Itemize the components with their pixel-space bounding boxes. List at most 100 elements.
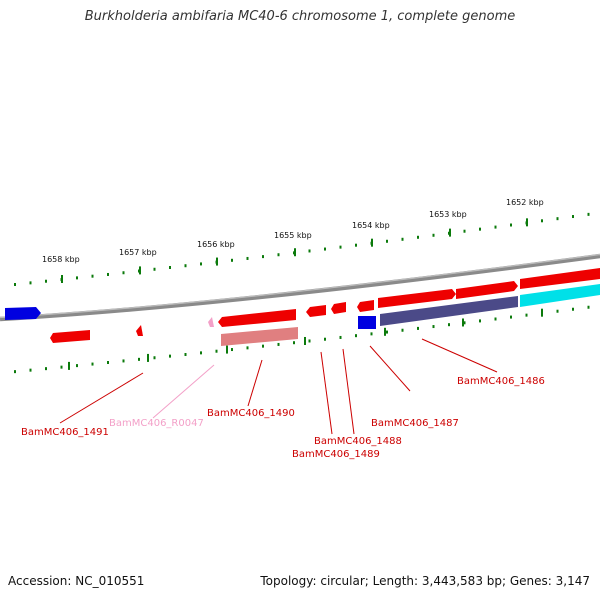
minor-tick [572,307,574,311]
minor-tick [107,272,109,276]
gene-arrow[interactable] [456,281,518,299]
minor-tick [246,346,249,350]
minor-tick [91,274,94,278]
gene-arrow[interactable] [378,289,456,308]
gene-label[interactable]: BamMC406_1491 [21,427,109,438]
minor-tick [29,281,32,285]
minor-tick [138,357,140,361]
minor-tick [432,233,435,237]
gene-arrow[interactable] [136,325,143,336]
minor-tick [355,334,357,338]
minor-tick [76,364,78,368]
minor-tick [29,368,32,372]
minor-tick [556,217,559,221]
minor-tick [200,262,202,266]
minor-tick [45,279,47,283]
pseudo-feature[interactable] [221,327,298,346]
gene-arrow[interactable] [50,330,90,343]
minor-tick [494,317,497,321]
scale-label: 1655 kbp [274,231,312,240]
minor-tick [339,245,342,249]
minor-tick [231,348,233,352]
minor-tick [200,351,202,355]
minor-tick [60,365,63,369]
scale-label: 1653 kbp [429,210,467,219]
chromosome-backbone [0,253,600,322]
inner-tick-track [14,305,590,374]
map-title: Burkholderia ambifaria MC40-6 chromosome… [84,9,516,24]
leader-line [59,372,144,424]
minor-tick [324,247,326,251]
minor-tick [14,370,16,374]
minor-tick [355,243,357,247]
minor-tick [107,361,109,365]
gene-label[interactable]: BamMC406_1487 [371,418,459,429]
minor-tick [479,227,481,231]
major-tick [384,327,386,336]
minor-tick [401,328,404,332]
minor-tick [463,229,466,233]
gene-box-reverse[interactable] [358,316,376,329]
minor-tick [76,276,78,280]
minor-tick [308,339,311,343]
major-tick [526,218,528,227]
major-tick [68,361,70,370]
gene-label[interactable]: BamMC406_1489 [292,449,380,460]
leader-line [342,348,355,435]
minor-tick [386,239,388,243]
minor-tick [153,356,156,360]
outer-tick-track [14,212,590,286]
minor-tick [448,323,450,327]
rna-feature[interactable] [208,317,214,327]
minor-tick [494,225,497,229]
minor-tick [169,266,171,270]
gene-arrow-reverse[interactable] [5,307,41,320]
rna-label[interactable]: BamMC406_R0047 [109,418,204,429]
leader-line [369,345,411,392]
minor-tick [525,313,528,317]
cds-forward[interactable] [520,284,600,307]
major-tick [294,248,296,257]
cds-reverse[interactable] [380,296,518,326]
minor-tick [231,258,233,262]
major-tick [462,318,464,327]
accession-text: Accession: NC_010551 [8,574,145,588]
chromosome-backbone-highlight [0,253,600,319]
minor-tick [122,271,125,275]
minor-tick [91,362,94,366]
minor-tick [45,367,47,371]
minor-tick [463,321,466,325]
leader-line [421,338,498,373]
minor-tick [277,342,280,346]
minor-tick [277,253,280,257]
minor-tick [262,344,264,348]
minor-tick [541,219,543,223]
major-tick [371,238,373,247]
gene-arrow[interactable] [331,302,346,314]
topology-summary: Topology: circular; Length: 3,443,583 bp… [260,574,590,588]
minor-tick [432,325,435,329]
gene-label[interactable]: BamMC406_1486 [457,376,545,387]
major-tick [147,353,149,362]
minor-tick [479,319,481,323]
gene-arrow[interactable] [357,300,374,312]
gene-label[interactable]: BamMC406_1488 [314,436,402,447]
gene-arrow[interactable] [306,305,326,317]
major-tick [216,257,218,266]
scale-label: 1652 kbp [506,198,544,207]
minor-tick [401,237,404,241]
major-tick [61,274,63,283]
minor-tick [370,332,373,336]
minor-tick [184,264,187,268]
gene-label[interactable]: BamMC406_1490 [207,408,295,419]
gene-arrow[interactable] [218,309,296,327]
scale-label: 1654 kbp [352,221,390,230]
minor-tick [169,354,171,358]
leader-line [320,351,333,435]
minor-tick [556,309,559,313]
minor-tick [14,283,16,286]
minor-tick [587,212,590,216]
gene-arrow[interactable] [520,268,600,289]
